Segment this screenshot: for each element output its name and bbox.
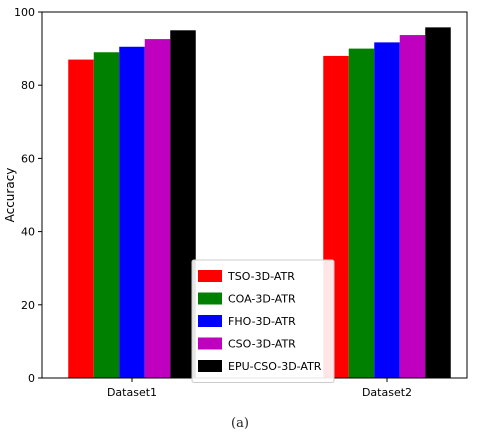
bar-fho-3d-atr-dataset1 [119,46,145,379]
x-tick-label: Dataset2 [362,386,412,399]
y-ticks: 0 20 40 60 80 100 [14,6,42,385]
legend-swatch [198,270,222,282]
legend-box [191,259,335,383]
bar-coa-3d-atr-dataset2 [348,48,375,378]
x-tick-label: Dataset1 [107,386,157,399]
y-tick-label: 100 [14,6,35,19]
bar-epu-cso-3d-atr-dataset2 [425,27,451,378]
legend-swatch [198,292,222,305]
y-tick-label: 40 [21,226,35,239]
bar-group [68,27,451,379]
legend-swatch [198,360,222,372]
legend-label: CSO-3D-ATR [228,338,296,351]
legend-label: EPU-CSO-3D-ATR [228,360,322,373]
bar-cso-3d-atr-dataset2 [399,35,426,379]
bar-coa-3d-atr-dataset1 [93,52,120,378]
bar-tso-3d-atr-dataset1 [68,59,94,379]
bar-cso-3d-atr-dataset1 [144,39,171,379]
legend-label: COA-3D-ATR [228,293,296,306]
legend: TSO-3D-ATR COA-3D-ATR FHO-3D-ATR CSO-3D-ATR… [191,259,335,383]
y-tick-label: 0 [28,372,35,385]
y-tick-label: 80 [21,79,35,92]
legend-swatch [198,337,222,350]
y-axis-label: Accuracy [3,168,17,223]
bar-fho-3d-atr-dataset2 [374,42,400,379]
y-tick-label: 60 [21,152,35,165]
figure-caption: (a) [231,416,249,431]
legend-label: FHO-3D-ATR [228,315,296,328]
y-tick-label: 20 [21,299,35,312]
x-ticks: Dataset1 Dataset2 [107,378,412,399]
legend-swatch [198,315,222,327]
legend-label: TSO-3D-ATR [227,270,295,283]
